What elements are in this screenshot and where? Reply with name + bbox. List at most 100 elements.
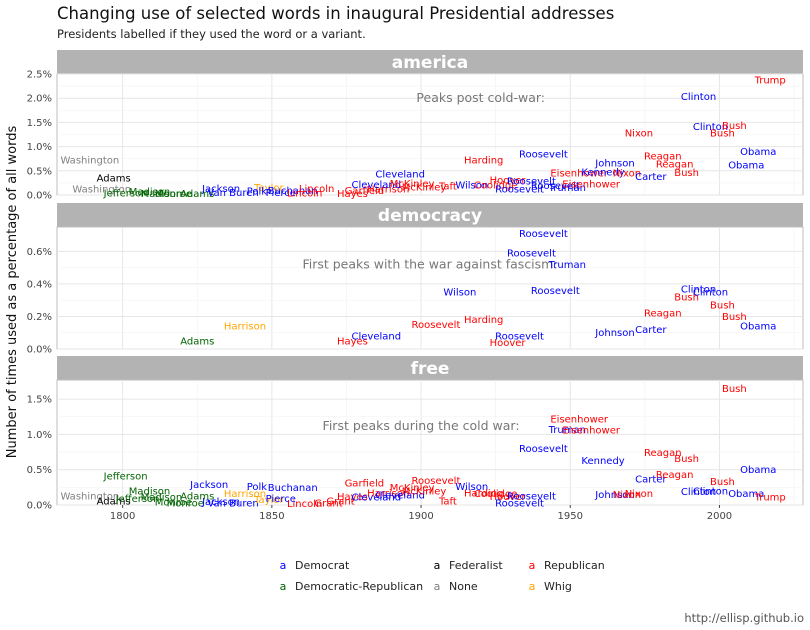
legend: a Democrat a Democratic-Republican a Federali… bbox=[280, 559, 605, 593]
president-label: Hoover bbox=[490, 175, 527, 186]
legend-label: Democratic-Republican bbox=[295, 580, 423, 593]
president-label: Polk bbox=[247, 187, 268, 198]
president-label: Reagan bbox=[644, 151, 682, 162]
legend-key: a bbox=[529, 559, 536, 572]
president-label: Clinton bbox=[681, 92, 716, 103]
president-label: Hayes bbox=[337, 336, 368, 347]
president-label: Lincoln bbox=[299, 184, 334, 195]
president-label: Johnson bbox=[594, 159, 634, 170]
president-label: Roosevelt bbox=[495, 185, 544, 196]
president-label: Harding bbox=[464, 315, 503, 326]
president-label: Monroe bbox=[155, 498, 192, 509]
president-label: Grant bbox=[314, 498, 342, 509]
president-label: Reagan bbox=[656, 470, 694, 481]
president-label: Nixon bbox=[625, 129, 653, 140]
president-label: Pierce bbox=[266, 494, 296, 505]
facet-annotation: First peaks with the war against fascism… bbox=[302, 256, 557, 271]
legend-label: Federalist bbox=[449, 559, 503, 572]
facet-free: free 0.0% 0.5% 1.0% 1.5% First peaks during t… bbox=[27, 356, 804, 512]
president-label: Wilson bbox=[443, 288, 476, 299]
y-tick-label: 0.0% bbox=[27, 501, 52, 512]
president-label: Bush bbox=[710, 477, 735, 488]
chart-title: Changing use of selected words in inaugu… bbox=[57, 4, 614, 23]
legend-label: Republican bbox=[544, 559, 605, 572]
president-label: Bush bbox=[674, 292, 699, 303]
president-label: Van Buren bbox=[207, 498, 258, 509]
facet-strip-label: free bbox=[411, 359, 450, 379]
president-label: Roosevelt bbox=[412, 320, 461, 331]
president-label: Bush bbox=[710, 129, 735, 140]
president-label: Roosevelt bbox=[507, 491, 556, 502]
president-label: Cleveland bbox=[375, 170, 425, 181]
y-tick-label: 1.0% bbox=[27, 142, 52, 153]
president-label: Cleveland bbox=[351, 331, 401, 342]
president-label: Kennedy bbox=[581, 167, 624, 178]
legend-item: a Federalist bbox=[434, 559, 504, 572]
facet-strip bbox=[57, 50, 803, 74]
y-tick-label: 0.5% bbox=[27, 465, 52, 476]
president-label: Clinton bbox=[693, 486, 728, 497]
president-label: Nixon bbox=[613, 490, 641, 501]
legend-item: a Republican bbox=[529, 559, 605, 572]
president-label: Madison bbox=[141, 189, 183, 200]
president-label: Garfield bbox=[345, 479, 385, 490]
president-label: Polk bbox=[247, 482, 268, 493]
y-axis-label: Number of times used as a percentage of … bbox=[5, 126, 20, 459]
facet-america: america 0.0% 0.5% 1.0% 1.5% 2.0% 2.5% Peaks pos… bbox=[27, 50, 804, 202]
x-axis: 1800 1850 1900 1950 2000 bbox=[110, 505, 732, 522]
facet-panels: america 0.0% 0.5% 1.0% 1.5% 2.0% 2.5% Peaks pos… bbox=[27, 50, 804, 512]
president-label: Lincoln bbox=[287, 499, 322, 510]
president-label: Madison bbox=[129, 486, 171, 497]
president-label: Roosevelt bbox=[507, 249, 556, 260]
president-label: Truman bbox=[548, 260, 586, 271]
y-tick-label: 1.5% bbox=[27, 395, 52, 406]
legend-label: Whig bbox=[544, 580, 572, 593]
president-label: Roosevelt bbox=[519, 149, 568, 160]
president-label: Nixon bbox=[613, 169, 641, 180]
president-label: Harrison bbox=[224, 489, 266, 500]
president-label: Clinton bbox=[693, 288, 728, 299]
president-label: Taft bbox=[438, 496, 457, 507]
president-label: McKinley bbox=[390, 483, 435, 494]
president-label: Cleveland bbox=[375, 491, 425, 502]
facet-annotation: First peaks during the cold war: bbox=[323, 418, 520, 433]
president-label: Roosevelt bbox=[495, 498, 544, 509]
president-label: Buchanan bbox=[268, 186, 318, 197]
president-label: Roosevelt bbox=[412, 476, 461, 487]
president-label: Monroe bbox=[155, 189, 192, 200]
president-label: Truman bbox=[548, 183, 586, 194]
president-label: Adams bbox=[180, 491, 214, 502]
president-label: Reagan bbox=[644, 309, 682, 320]
president-label: Obama bbox=[740, 322, 776, 333]
y-tick-label: 0.4% bbox=[27, 279, 52, 290]
president-label: Kennedy bbox=[581, 456, 624, 467]
y-tick-label: 0.6% bbox=[27, 247, 52, 258]
president-label: Harrison bbox=[224, 322, 266, 333]
y-tick-label: 0.0% bbox=[27, 191, 52, 202]
legend-key: a bbox=[280, 559, 287, 572]
president-label: Madison bbox=[141, 493, 183, 504]
president-label: Bush bbox=[722, 121, 747, 132]
x-tick-label: 1900 bbox=[408, 511, 433, 522]
president-label: Eisenhower bbox=[562, 179, 621, 190]
president-label: Pierce bbox=[266, 188, 296, 199]
legend-label: None bbox=[449, 580, 478, 593]
president-label: Eisenhower bbox=[550, 169, 609, 180]
president-label: Hoover bbox=[490, 338, 527, 349]
facet-strip bbox=[57, 356, 803, 380]
president-label: Madison bbox=[129, 187, 171, 198]
y-tick-label: 0.2% bbox=[27, 312, 52, 323]
president-label: Taylor bbox=[253, 495, 284, 506]
president-label: Adams bbox=[180, 336, 214, 347]
president-label: Carter bbox=[635, 325, 667, 336]
president-label: Jackson bbox=[201, 497, 240, 508]
president-label: Taft bbox=[438, 181, 457, 192]
president-label: Roosevelt bbox=[531, 181, 580, 192]
president-label: Roosevelt bbox=[507, 176, 556, 187]
president-label: Grant bbox=[326, 496, 354, 507]
president-label: Jefferson bbox=[103, 472, 148, 483]
president-label: Nixon bbox=[625, 489, 653, 500]
president-label: Roosevelt bbox=[495, 331, 544, 342]
president-label: Cleveland bbox=[351, 180, 401, 191]
